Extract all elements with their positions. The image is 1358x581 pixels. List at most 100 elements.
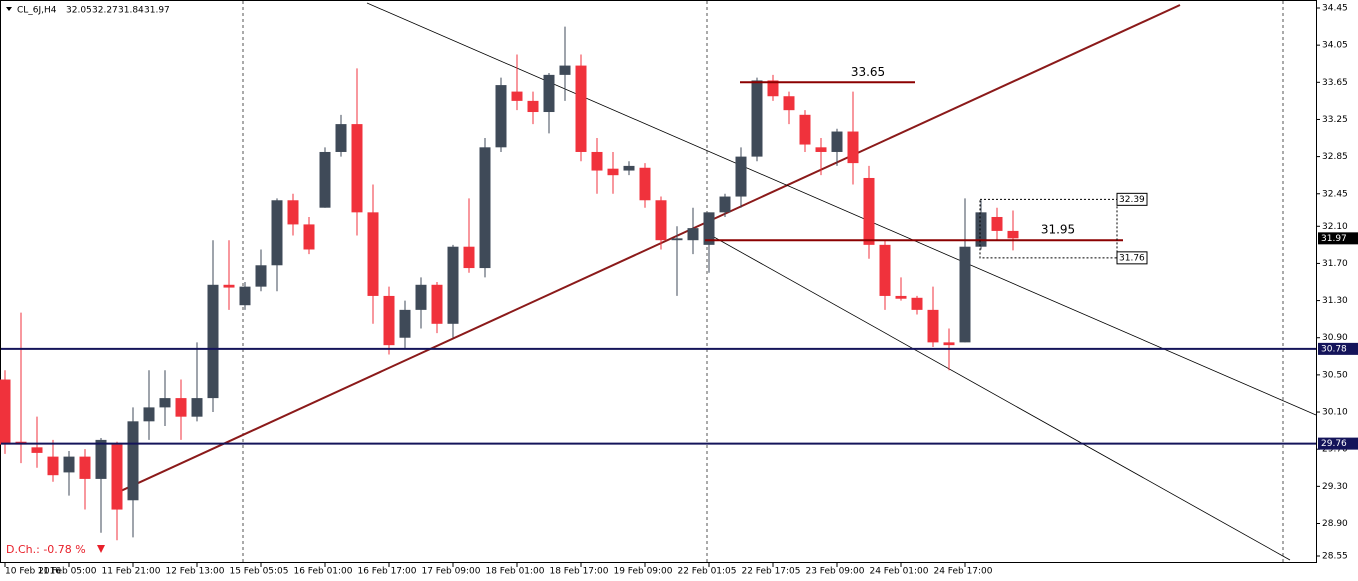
x-tick-label: 12 Feb 13:00 <box>165 567 224 577</box>
x-tick-label: 15 Feb 05:05 <box>229 567 288 577</box>
candle-body <box>1007 230 1019 239</box>
x-tick-label: 17 Feb 09:00 <box>421 567 480 577</box>
y-tick-label: 33.65 <box>1322 78 1348 88</box>
candle-body <box>575 65 587 152</box>
range-label-bg <box>1116 251 1148 265</box>
x-tick-label: 18 Feb 17:00 <box>549 567 608 577</box>
level-label: 33.65 <box>851 65 885 79</box>
candle-body <box>639 167 651 201</box>
candle-body <box>479 147 491 269</box>
candle-body <box>143 407 155 422</box>
y-tick-label: 28.55 <box>1322 552 1348 562</box>
candle-body <box>559 65 571 75</box>
candle-body <box>591 151 603 171</box>
range-label-bg <box>1116 192 1148 206</box>
range-label: 32.39 <box>1119 195 1145 205</box>
menu-icon <box>6 7 12 11</box>
last-price-label: 31.97 <box>1321 234 1347 244</box>
candle-body <box>527 100 539 113</box>
x-tick-label: 22 Feb 17:05 <box>741 567 800 577</box>
candle-body <box>879 244 891 296</box>
candle-body <box>207 284 219 399</box>
candle-body <box>415 284 427 310</box>
level-label: 31.95 <box>1041 223 1075 237</box>
candle-body <box>911 297 923 310</box>
candle-body <box>863 177 875 245</box>
daily-change: D.Ch.: -0.78 % <box>6 543 86 556</box>
price-label-bg <box>1318 342 1358 355</box>
candle-body <box>399 309 411 338</box>
candle-body <box>447 246 459 324</box>
candle-body <box>367 212 379 296</box>
candle-body <box>255 265 267 287</box>
candle-body <box>63 456 75 473</box>
candle-body <box>351 124 363 213</box>
candle-body <box>223 284 235 288</box>
channel-line <box>366 2 1317 416</box>
candle-body <box>783 96 795 111</box>
candle-body <box>895 295 907 299</box>
y-tick-label: 29.30 <box>1322 482 1348 492</box>
candle-body <box>975 212 987 247</box>
candle-body <box>0 379 11 445</box>
x-tick-label: 18 Feb 01:00 <box>485 567 544 577</box>
candle-body <box>991 216 1003 231</box>
y-tick-label: 32.85 <box>1322 152 1348 162</box>
candle-body <box>47 456 59 476</box>
candle-body <box>671 238 683 241</box>
candle-body <box>335 124 347 152</box>
candle-body <box>383 295 395 346</box>
candle-body <box>927 309 939 343</box>
candle-body <box>431 284 443 324</box>
y-tick-label: 30.10 <box>1322 408 1348 418</box>
down-icon <box>97 545 105 553</box>
candle-body <box>687 228 699 241</box>
candle-body <box>463 246 475 269</box>
candle-body <box>831 131 843 152</box>
candle-body <box>287 200 299 225</box>
candle-body <box>735 156 747 197</box>
y-tick-label: 33.25 <box>1322 115 1348 125</box>
y-tick-label: 31.70 <box>1322 259 1348 269</box>
candle-body <box>751 80 763 157</box>
candle-body <box>271 200 283 266</box>
header-high: 32.27 <box>92 6 118 16</box>
marks <box>0 26 1019 541</box>
candle-body <box>495 85 507 148</box>
y-tick-label: 32.45 <box>1322 189 1348 199</box>
candle-body <box>127 421 139 501</box>
x-tick-label: 23 Feb 09:00 <box>805 567 864 577</box>
x-tick-label: 24 Feb 17:00 <box>933 567 992 577</box>
candle-body <box>79 456 91 479</box>
candle-body <box>319 151 331 208</box>
header-low: 31.84 <box>118 6 144 16</box>
candle-body <box>543 74 555 113</box>
candle-body <box>655 200 667 241</box>
candle-body <box>175 398 187 417</box>
y-tick-label: 30.50 <box>1322 370 1348 380</box>
y-tick-label: 28.90 <box>1322 519 1348 529</box>
candle-body <box>303 224 315 250</box>
price-label: 29.76 <box>1321 439 1347 449</box>
y-tick-label: 30.90 <box>1322 333 1348 343</box>
candle-body <box>239 286 251 306</box>
y-tick-label: 34.45 <box>1322 4 1348 14</box>
candle-body <box>799 114 811 145</box>
candle-body <box>815 147 827 152</box>
candle-body <box>607 168 619 176</box>
range-label: 31.76 <box>1119 253 1145 263</box>
y-tick-label: 31.30 <box>1322 296 1348 306</box>
candle-body <box>719 196 731 213</box>
symbol: CL_6J,H4 <box>17 6 57 16</box>
candle-body <box>943 342 955 346</box>
x-tick-label: 16 Feb 01:00 <box>293 567 352 577</box>
x-tick-label: 24 Feb 01:00 <box>869 567 928 577</box>
header-close: 31.97 <box>144 6 170 16</box>
candle-body <box>31 447 43 453</box>
candle-body <box>703 212 715 245</box>
x-tick-label: 10 Feb 2016 <box>5 567 61 577</box>
x-tick-label: 19 Feb 09:00 <box>613 567 672 577</box>
x-tick-label: 22 Feb 01:05 <box>677 567 736 577</box>
channel-line <box>704 231 1291 561</box>
